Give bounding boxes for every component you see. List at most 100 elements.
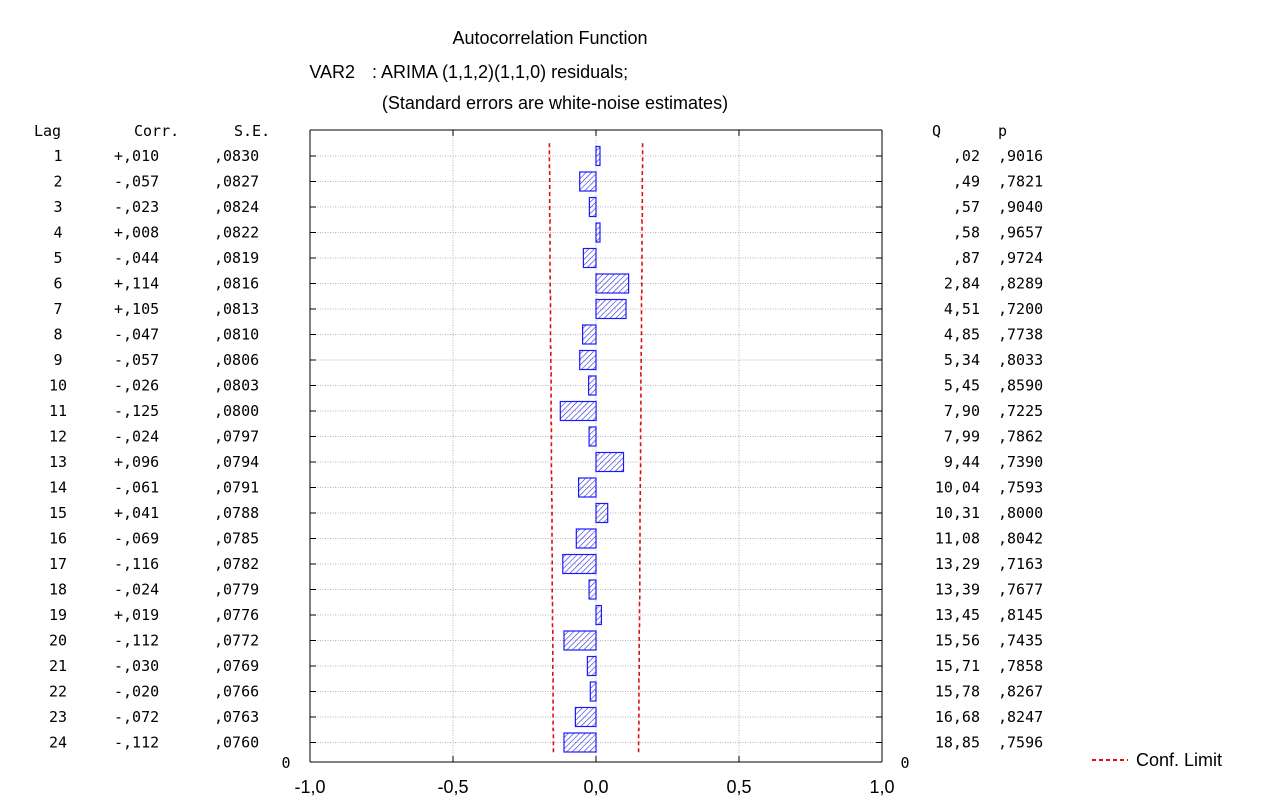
chart-title: Autocorrelation Function [452, 28, 647, 48]
label-se-lag-15: ,0788 [214, 504, 259, 522]
label-q-lag-11: 7,90 [944, 402, 980, 420]
header-p: p [998, 122, 1007, 140]
label-p-lag-12: ,7862 [998, 428, 1043, 446]
label-lag-4: 4 [53, 224, 62, 242]
label-q-lag-2: ,49 [953, 173, 980, 191]
label-q-lag-21: 15,71 [935, 657, 980, 675]
bar-lag-22 [589, 681, 597, 702]
label-corr-lag-1: +,010 [114, 147, 159, 165]
label-q-lag-9: 5,34 [944, 351, 980, 369]
label-p-lag-8: ,7738 [998, 326, 1043, 344]
label-lag-23: 23 [49, 708, 67, 726]
label-se-lag-22: ,0766 [214, 683, 259, 701]
label-q-lag-24: 18,85 [935, 734, 980, 752]
bar-lag-16 [575, 528, 597, 549]
label-se-lag-11: ,0800 [214, 402, 259, 420]
label-corr-lag-7: +,105 [114, 300, 159, 318]
label-corr-lag-21: -,030 [114, 657, 159, 675]
label-lag-6: 6 [53, 275, 62, 293]
label-p-lag-13: ,7390 [998, 453, 1043, 471]
label-lag-1: 1 [53, 147, 62, 165]
label-q-lag-22: 15,78 [935, 683, 980, 701]
bar-lag-19 [595, 604, 603, 626]
label-p-lag-9: ,8033 [998, 351, 1043, 369]
label-p-lag-7: ,7200 [998, 300, 1043, 318]
label-se-lag-19: ,0776 [214, 606, 259, 624]
label-p-lag-23: ,8247 [998, 708, 1043, 726]
header-lag: Lag [34, 122, 61, 140]
label-corr-lag-24: -,112 [114, 734, 159, 752]
label-q-lag-13: 9,44 [944, 453, 980, 471]
label-se-lag-10: ,0803 [214, 377, 259, 395]
label-corr-lag-2: -,057 [114, 173, 159, 191]
conf-limit-upper [637, 143, 644, 756]
label-q-end: 0 [900, 754, 909, 772]
label-lag-10: 10 [49, 377, 67, 395]
header-q: Q [932, 122, 941, 140]
label-corr-lag-8: -,047 [114, 326, 159, 344]
label-lag-16: 16 [49, 530, 67, 548]
label-q-lag-23: 16,68 [935, 708, 980, 726]
label-corr-lag-12: -,024 [114, 428, 159, 446]
bar-lag-20 [563, 630, 597, 651]
label-p-lag-16: ,8042 [998, 530, 1043, 548]
bar-lag-8 [581, 324, 597, 345]
x-tick-label-4: 1,0 [869, 777, 894, 797]
label-corr-lag-4: +,008 [114, 224, 159, 242]
label-q-lag-16: 11,08 [935, 530, 980, 548]
label-p-lag-15: ,8000 [998, 504, 1043, 522]
label-se-lag-6: ,0816 [214, 275, 259, 293]
label-se-lag-21: ,0769 [214, 657, 259, 675]
row-labels: 1 +,010 ,0830 ,02 ,9016 2 -,057 ,0827 ,49 ,7821 3 -… [49, 147, 1043, 772]
label-p-lag-21: ,7858 [998, 657, 1043, 675]
label-corr-lag-6: +,114 [114, 275, 159, 293]
correlation-bars [559, 145, 630, 753]
bar-lag-23 [574, 706, 597, 728]
label-corr-lag-16: -,069 [114, 530, 159, 548]
label-se-lag-18: ,0779 [214, 581, 259, 599]
label-p-lag-20: ,7435 [998, 632, 1043, 650]
label-p-lag-1: ,9016 [998, 147, 1043, 165]
label-se-lag-16: ,0785 [214, 530, 259, 548]
label-q-lag-7: 4,51 [944, 300, 980, 318]
bar-lag-2 [579, 171, 597, 192]
label-q-lag-14: 10,04 [935, 479, 980, 497]
label-corr-lag-9: -,057 [114, 351, 159, 369]
bar-lag-15 [595, 502, 609, 524]
label-lag-9: 9 [53, 351, 62, 369]
label-se-lag-12: ,0797 [214, 428, 259, 446]
label-q-lag-3: ,57 [953, 198, 980, 216]
bar-lag-24 [563, 732, 597, 753]
label-se-lag-13: ,0794 [214, 453, 259, 471]
confidence-limits [548, 143, 644, 756]
label-lag-7: 7 [53, 300, 62, 318]
label-lag-24: 24 [49, 734, 67, 752]
label-p-lag-17: ,7163 [998, 555, 1043, 573]
label-q-lag-1: ,02 [953, 147, 980, 165]
label-se-lag-17: ,0782 [214, 555, 259, 573]
label-lag-22: 22 [49, 683, 67, 701]
label-lag-21: 21 [49, 657, 67, 675]
label-p-lag-4: ,9657 [998, 224, 1043, 242]
label-lag-14: 14 [49, 479, 67, 497]
x-tick-label-0: -1,0 [294, 777, 325, 797]
label-lag-end: 0 [281, 754, 290, 772]
label-p-lag-24: ,7596 [998, 734, 1043, 752]
label-p-lag-19: ,8145 [998, 606, 1043, 624]
label-se-lag-7: ,0813 [214, 300, 259, 318]
label-lag-18: 18 [49, 581, 67, 599]
label-se-lag-8: ,0810 [214, 326, 259, 344]
label-lag-15: 15 [49, 504, 67, 522]
label-lag-20: 20 [49, 632, 67, 650]
label-q-lag-6: 2,84 [944, 275, 980, 293]
chart-subtitle-var: VAR2 [309, 62, 355, 82]
x-tick-label-3: 0,5 [726, 777, 751, 797]
label-se-lag-23: ,0763 [214, 708, 259, 726]
bar-lag-6 [595, 273, 630, 294]
bar-lag-1 [595, 145, 601, 167]
label-lag-19: 19 [49, 606, 67, 624]
header-corr: Corr. [134, 122, 179, 140]
bar-lag-9 [579, 349, 597, 371]
label-q-lag-12: 7,99 [944, 428, 980, 446]
bar-lag-21 [586, 655, 597, 677]
